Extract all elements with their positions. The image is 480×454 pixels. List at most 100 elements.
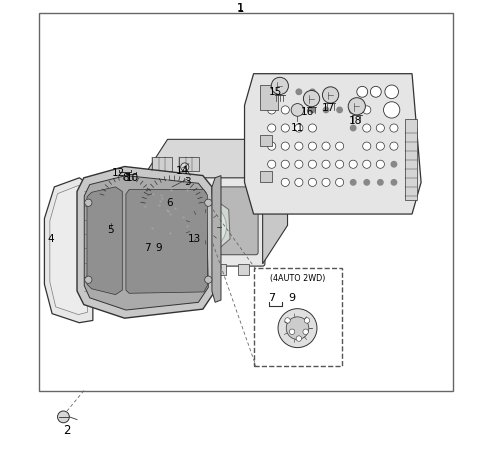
Text: 7: 7 (268, 293, 275, 303)
Circle shape (295, 124, 303, 132)
Bar (179, 158, 199, 171)
Circle shape (322, 142, 330, 150)
Polygon shape (84, 176, 208, 310)
Bar (215, 264, 227, 275)
Circle shape (281, 124, 289, 132)
Circle shape (281, 106, 289, 114)
Bar (260, 171, 272, 183)
Bar (192, 264, 204, 275)
Circle shape (363, 142, 371, 150)
Circle shape (268, 106, 276, 114)
Circle shape (291, 104, 304, 116)
Text: 6: 6 (167, 198, 173, 208)
Circle shape (180, 163, 189, 171)
Circle shape (323, 87, 339, 103)
Circle shape (204, 276, 212, 283)
Circle shape (324, 107, 329, 113)
Text: 5: 5 (108, 225, 114, 235)
Circle shape (205, 229, 212, 235)
Circle shape (336, 178, 344, 187)
Text: 10: 10 (126, 173, 139, 183)
Polygon shape (50, 186, 87, 315)
Circle shape (376, 160, 384, 168)
Circle shape (180, 203, 227, 250)
Circle shape (322, 160, 330, 168)
Text: 8: 8 (122, 173, 129, 183)
Text: 9: 9 (288, 293, 296, 303)
Circle shape (289, 329, 295, 335)
Circle shape (364, 180, 370, 185)
Circle shape (285, 318, 290, 323)
Circle shape (308, 160, 316, 168)
Circle shape (84, 199, 92, 207)
Bar (260, 85, 278, 110)
Circle shape (376, 142, 384, 150)
Bar (238, 264, 249, 275)
Text: 9: 9 (155, 243, 162, 253)
Text: 1: 1 (236, 1, 244, 15)
Polygon shape (126, 190, 207, 293)
Circle shape (268, 160, 276, 168)
Circle shape (308, 178, 316, 187)
Text: 13: 13 (188, 234, 201, 244)
FancyBboxPatch shape (140, 176, 265, 266)
Bar (260, 135, 272, 146)
Circle shape (350, 125, 356, 131)
Polygon shape (87, 187, 122, 295)
Circle shape (391, 162, 396, 167)
Circle shape (348, 98, 365, 115)
Text: 16: 16 (300, 107, 313, 117)
Circle shape (198, 217, 204, 224)
Circle shape (371, 86, 381, 97)
Text: 4: 4 (48, 234, 54, 244)
FancyBboxPatch shape (253, 268, 342, 366)
Bar (147, 264, 158, 275)
Circle shape (310, 89, 315, 94)
Bar (152, 158, 172, 171)
Text: 17: 17 (322, 103, 335, 113)
Circle shape (168, 203, 176, 211)
Circle shape (385, 85, 398, 99)
Circle shape (363, 106, 371, 114)
Circle shape (336, 160, 344, 168)
Polygon shape (77, 167, 215, 318)
FancyBboxPatch shape (181, 187, 217, 255)
Circle shape (278, 309, 317, 348)
Circle shape (390, 124, 398, 132)
Circle shape (337, 107, 342, 113)
Polygon shape (263, 139, 288, 264)
Circle shape (303, 329, 308, 335)
Text: 14: 14 (176, 166, 189, 176)
Text: 18: 18 (349, 116, 362, 126)
Circle shape (124, 202, 132, 211)
Circle shape (204, 199, 212, 207)
Circle shape (336, 142, 344, 150)
Circle shape (350, 180, 356, 185)
Circle shape (271, 77, 288, 94)
Circle shape (281, 160, 289, 168)
Circle shape (104, 195, 148, 238)
Circle shape (308, 124, 316, 132)
Circle shape (308, 142, 316, 150)
Circle shape (295, 178, 303, 187)
Polygon shape (143, 139, 288, 178)
FancyBboxPatch shape (145, 187, 181, 255)
Polygon shape (45, 178, 93, 323)
Circle shape (391, 180, 396, 185)
Text: 2: 2 (63, 424, 71, 437)
Circle shape (84, 276, 92, 283)
Circle shape (357, 86, 368, 97)
Circle shape (390, 142, 398, 150)
Text: 12: 12 (112, 168, 125, 178)
Circle shape (363, 160, 371, 168)
Circle shape (281, 178, 289, 187)
Circle shape (295, 106, 303, 114)
Circle shape (281, 142, 289, 150)
Circle shape (349, 160, 357, 168)
Circle shape (296, 336, 301, 341)
Circle shape (189, 212, 217, 241)
Polygon shape (244, 74, 421, 214)
Circle shape (95, 172, 156, 233)
Text: (4AUTO 2WD): (4AUTO 2WD) (270, 274, 325, 283)
Circle shape (195, 229, 202, 235)
